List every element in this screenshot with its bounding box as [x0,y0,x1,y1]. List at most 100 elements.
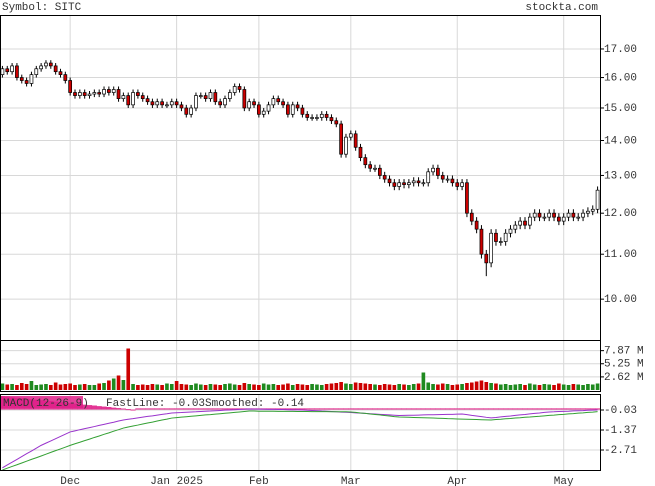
histogram-bar [338,408,344,410]
volume-bar [319,385,324,390]
volume-bar [305,385,310,390]
volume-frame [0,340,601,392]
y-tick-label: 2.62 M [604,372,644,384]
histogram-bar [386,408,393,410]
histogram-bar [367,408,373,410]
histogram-bar [314,408,320,410]
volume-bar [58,384,63,390]
candle-body [426,171,431,184]
histogram-bar [527,408,533,410]
volume-bar [271,384,276,390]
candle-body [513,224,518,230]
volume-bar [479,380,484,390]
histogram-bar [445,408,451,410]
volume-bar [373,384,377,390]
volume-bar [528,383,532,390]
candle-body [286,104,290,115]
candle-body [131,92,135,106]
x-tick-label: Apr [447,476,467,486]
candle-body [232,86,237,93]
volume-bar [426,382,431,390]
volume-bar [203,385,208,390]
histogram-bar [207,408,214,410]
candle-body [203,95,208,99]
histogram-bar [488,408,494,410]
candle-body [261,110,266,115]
volume-bar [547,384,552,390]
histogram-bar [440,408,446,410]
candle-body [140,95,145,99]
volume-bar [107,380,111,390]
histogram-bar [183,408,189,410]
y-tick-label: 5.25 M [604,359,644,371]
volume-bar [174,381,179,390]
y-tick-label: 17.00 [604,44,637,56]
candle-body [257,104,261,115]
candle-body [407,182,411,185]
candle-body [329,117,334,122]
volume-bar [455,384,460,390]
volume-bar [518,384,522,390]
histogram-bar [333,408,339,410]
volume-bar [436,384,440,390]
volume-bar [300,384,305,390]
candle-body [39,65,43,70]
histogram-bar [459,408,465,410]
volume-bar [329,383,334,390]
macd-title: MACD(12-26-9) [3,398,89,410]
candle-body [53,65,58,73]
candle-body [242,89,247,109]
candle-body [542,216,547,219]
volume-bar [87,385,92,390]
volume-bar [431,384,435,390]
candle-body [174,101,179,106]
y-tick-label: -0.03 [604,405,637,417]
volume-bar [474,381,479,390]
volume-bar [407,385,411,390]
candle-body [208,92,213,99]
volume-bar [295,384,300,390]
candle-body [348,133,353,138]
histogram-bar [449,408,455,410]
histogram-bar [353,408,359,410]
histogram-bar [348,408,354,410]
volume-bar [126,348,131,390]
histogram-bar [507,408,514,410]
volume-bar [315,384,319,390]
histogram-bar [561,408,567,410]
histogram-bar [188,408,194,410]
candle-body [411,180,416,184]
histogram-bar [178,408,185,410]
volume-bar [581,385,585,390]
volume-bar [242,383,247,390]
histogram-bar [140,408,146,410]
volume-bar [397,384,402,390]
histogram-bar [430,408,436,410]
candle-body [494,232,498,242]
volume-bar [561,384,566,390]
macd-line [2,408,598,469]
volume-bar [339,382,343,390]
volume-bar [208,384,213,390]
x-tick-label: May [554,476,574,486]
volume-bar [266,384,271,390]
candle-body [189,107,193,115]
y-tick-label: 7.87 M [604,346,644,358]
histogram-bar [232,408,238,410]
candle-body [484,253,489,264]
histogram-bar [546,408,552,410]
volume-bar [402,384,406,390]
volume-bar [145,385,150,390]
volume-bar [392,385,397,390]
histogram-bar [570,408,576,410]
histogram-bar [377,408,383,410]
histogram-bar [590,408,596,410]
volume-bar [595,383,600,390]
volume-bar [53,382,58,390]
histogram-bar [115,408,122,410]
candle-body [126,95,131,106]
volume-bar [92,385,97,390]
histogram-bar [478,408,485,410]
volume-bar [469,382,474,390]
y-tick-label: -2.71 [604,445,637,457]
